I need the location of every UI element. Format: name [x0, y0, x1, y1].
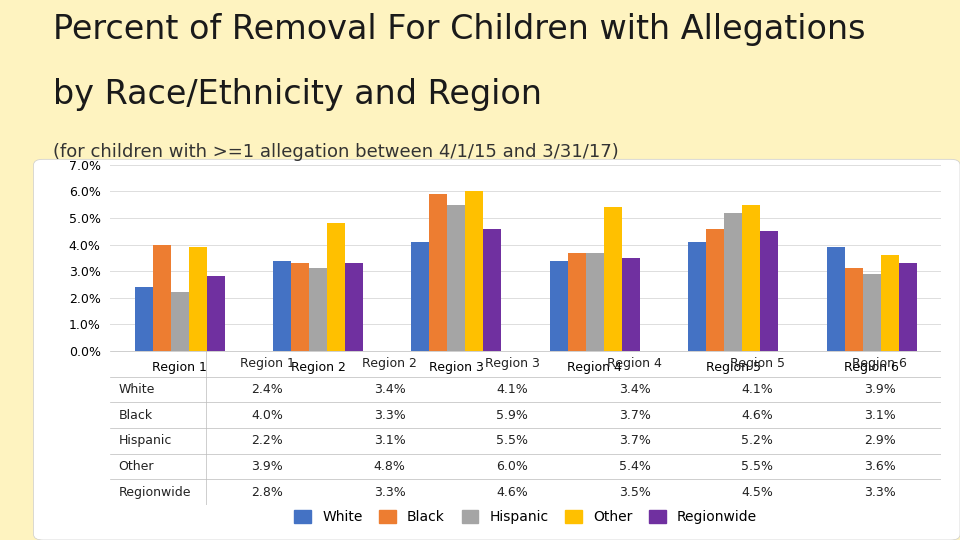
- Bar: [309, 268, 327, 351]
- Bar: [760, 231, 779, 351]
- Text: 2.2%: 2.2%: [252, 434, 283, 447]
- Text: Region 3: Region 3: [485, 357, 540, 370]
- Text: 4.0%: 4.0%: [252, 409, 283, 422]
- Text: 3.7%: 3.7%: [618, 434, 651, 447]
- Bar: [429, 194, 447, 351]
- Bar: [171, 293, 188, 351]
- Text: 2.8%: 2.8%: [252, 485, 283, 498]
- Text: Region 4: Region 4: [607, 357, 662, 370]
- Text: 3.4%: 3.4%: [618, 383, 651, 396]
- Bar: [724, 213, 742, 351]
- Text: Region 6: Region 6: [852, 357, 907, 370]
- Bar: [845, 268, 863, 351]
- Bar: [134, 287, 153, 351]
- Text: 6.0%: 6.0%: [496, 460, 528, 473]
- Text: 3.1%: 3.1%: [864, 409, 896, 422]
- Text: Black: Black: [119, 409, 153, 422]
- Bar: [586, 253, 604, 351]
- Legend: White, Black, Hispanic, Other, Regionwide: White, Black, Hispanic, Other, Regionwid…: [289, 504, 762, 530]
- Text: 5.5%: 5.5%: [741, 460, 773, 473]
- Text: 5.9%: 5.9%: [496, 409, 528, 422]
- Bar: [447, 205, 466, 351]
- Text: 3.4%: 3.4%: [373, 383, 405, 396]
- Bar: [688, 242, 707, 351]
- Text: 5.5%: 5.5%: [496, 434, 528, 447]
- Text: 3.3%: 3.3%: [864, 485, 896, 498]
- Text: 3.5%: 3.5%: [618, 485, 651, 498]
- Text: 2.4%: 2.4%: [252, 383, 283, 396]
- Text: 3.1%: 3.1%: [373, 434, 405, 447]
- Text: 3.7%: 3.7%: [618, 409, 651, 422]
- Text: 4.1%: 4.1%: [496, 383, 528, 396]
- Text: 2.9%: 2.9%: [864, 434, 896, 447]
- Bar: [742, 205, 760, 351]
- Bar: [550, 260, 567, 351]
- Bar: [827, 247, 845, 351]
- Text: Regionwide: Regionwide: [119, 485, 191, 498]
- Bar: [412, 242, 429, 351]
- Bar: [273, 260, 291, 351]
- Text: 4.6%: 4.6%: [496, 485, 528, 498]
- Text: Region 2: Region 2: [362, 357, 417, 370]
- Text: 3.6%: 3.6%: [864, 460, 896, 473]
- Bar: [188, 247, 206, 351]
- Bar: [206, 276, 225, 351]
- Text: 4.1%: 4.1%: [741, 383, 773, 396]
- Bar: [604, 207, 622, 351]
- Text: 4.6%: 4.6%: [741, 409, 773, 422]
- Bar: [567, 253, 586, 351]
- Text: 3.3%: 3.3%: [373, 485, 405, 498]
- Text: 4.8%: 4.8%: [373, 460, 405, 473]
- Bar: [291, 263, 309, 351]
- Bar: [345, 263, 363, 351]
- Text: 5.4%: 5.4%: [618, 460, 651, 473]
- Text: by Race/Ethnicity and Region: by Race/Ethnicity and Region: [53, 78, 541, 111]
- Text: 3.9%: 3.9%: [864, 383, 896, 396]
- Text: White: White: [119, 383, 156, 396]
- Text: 3.9%: 3.9%: [252, 460, 283, 473]
- Text: Hispanic: Hispanic: [119, 434, 172, 447]
- Bar: [153, 245, 171, 351]
- Text: 4.5%: 4.5%: [741, 485, 773, 498]
- Bar: [622, 258, 639, 351]
- Text: 5.2%: 5.2%: [741, 434, 773, 447]
- Text: Percent of Removal For Children with Allegations: Percent of Removal For Children with All…: [53, 14, 865, 46]
- Bar: [863, 274, 880, 351]
- Bar: [707, 228, 724, 351]
- Text: Region 5: Region 5: [730, 357, 784, 370]
- Text: 3.3%: 3.3%: [373, 409, 405, 422]
- Text: Other: Other: [119, 460, 155, 473]
- Bar: [484, 228, 501, 351]
- Bar: [466, 191, 484, 351]
- Bar: [899, 263, 917, 351]
- Bar: [880, 255, 899, 351]
- Text: Region 1: Region 1: [240, 357, 295, 370]
- Text: (for children with >=1 allegation between 4/1/15 and 3/31/17): (for children with >=1 allegation betwee…: [53, 143, 618, 161]
- Bar: [327, 223, 345, 351]
